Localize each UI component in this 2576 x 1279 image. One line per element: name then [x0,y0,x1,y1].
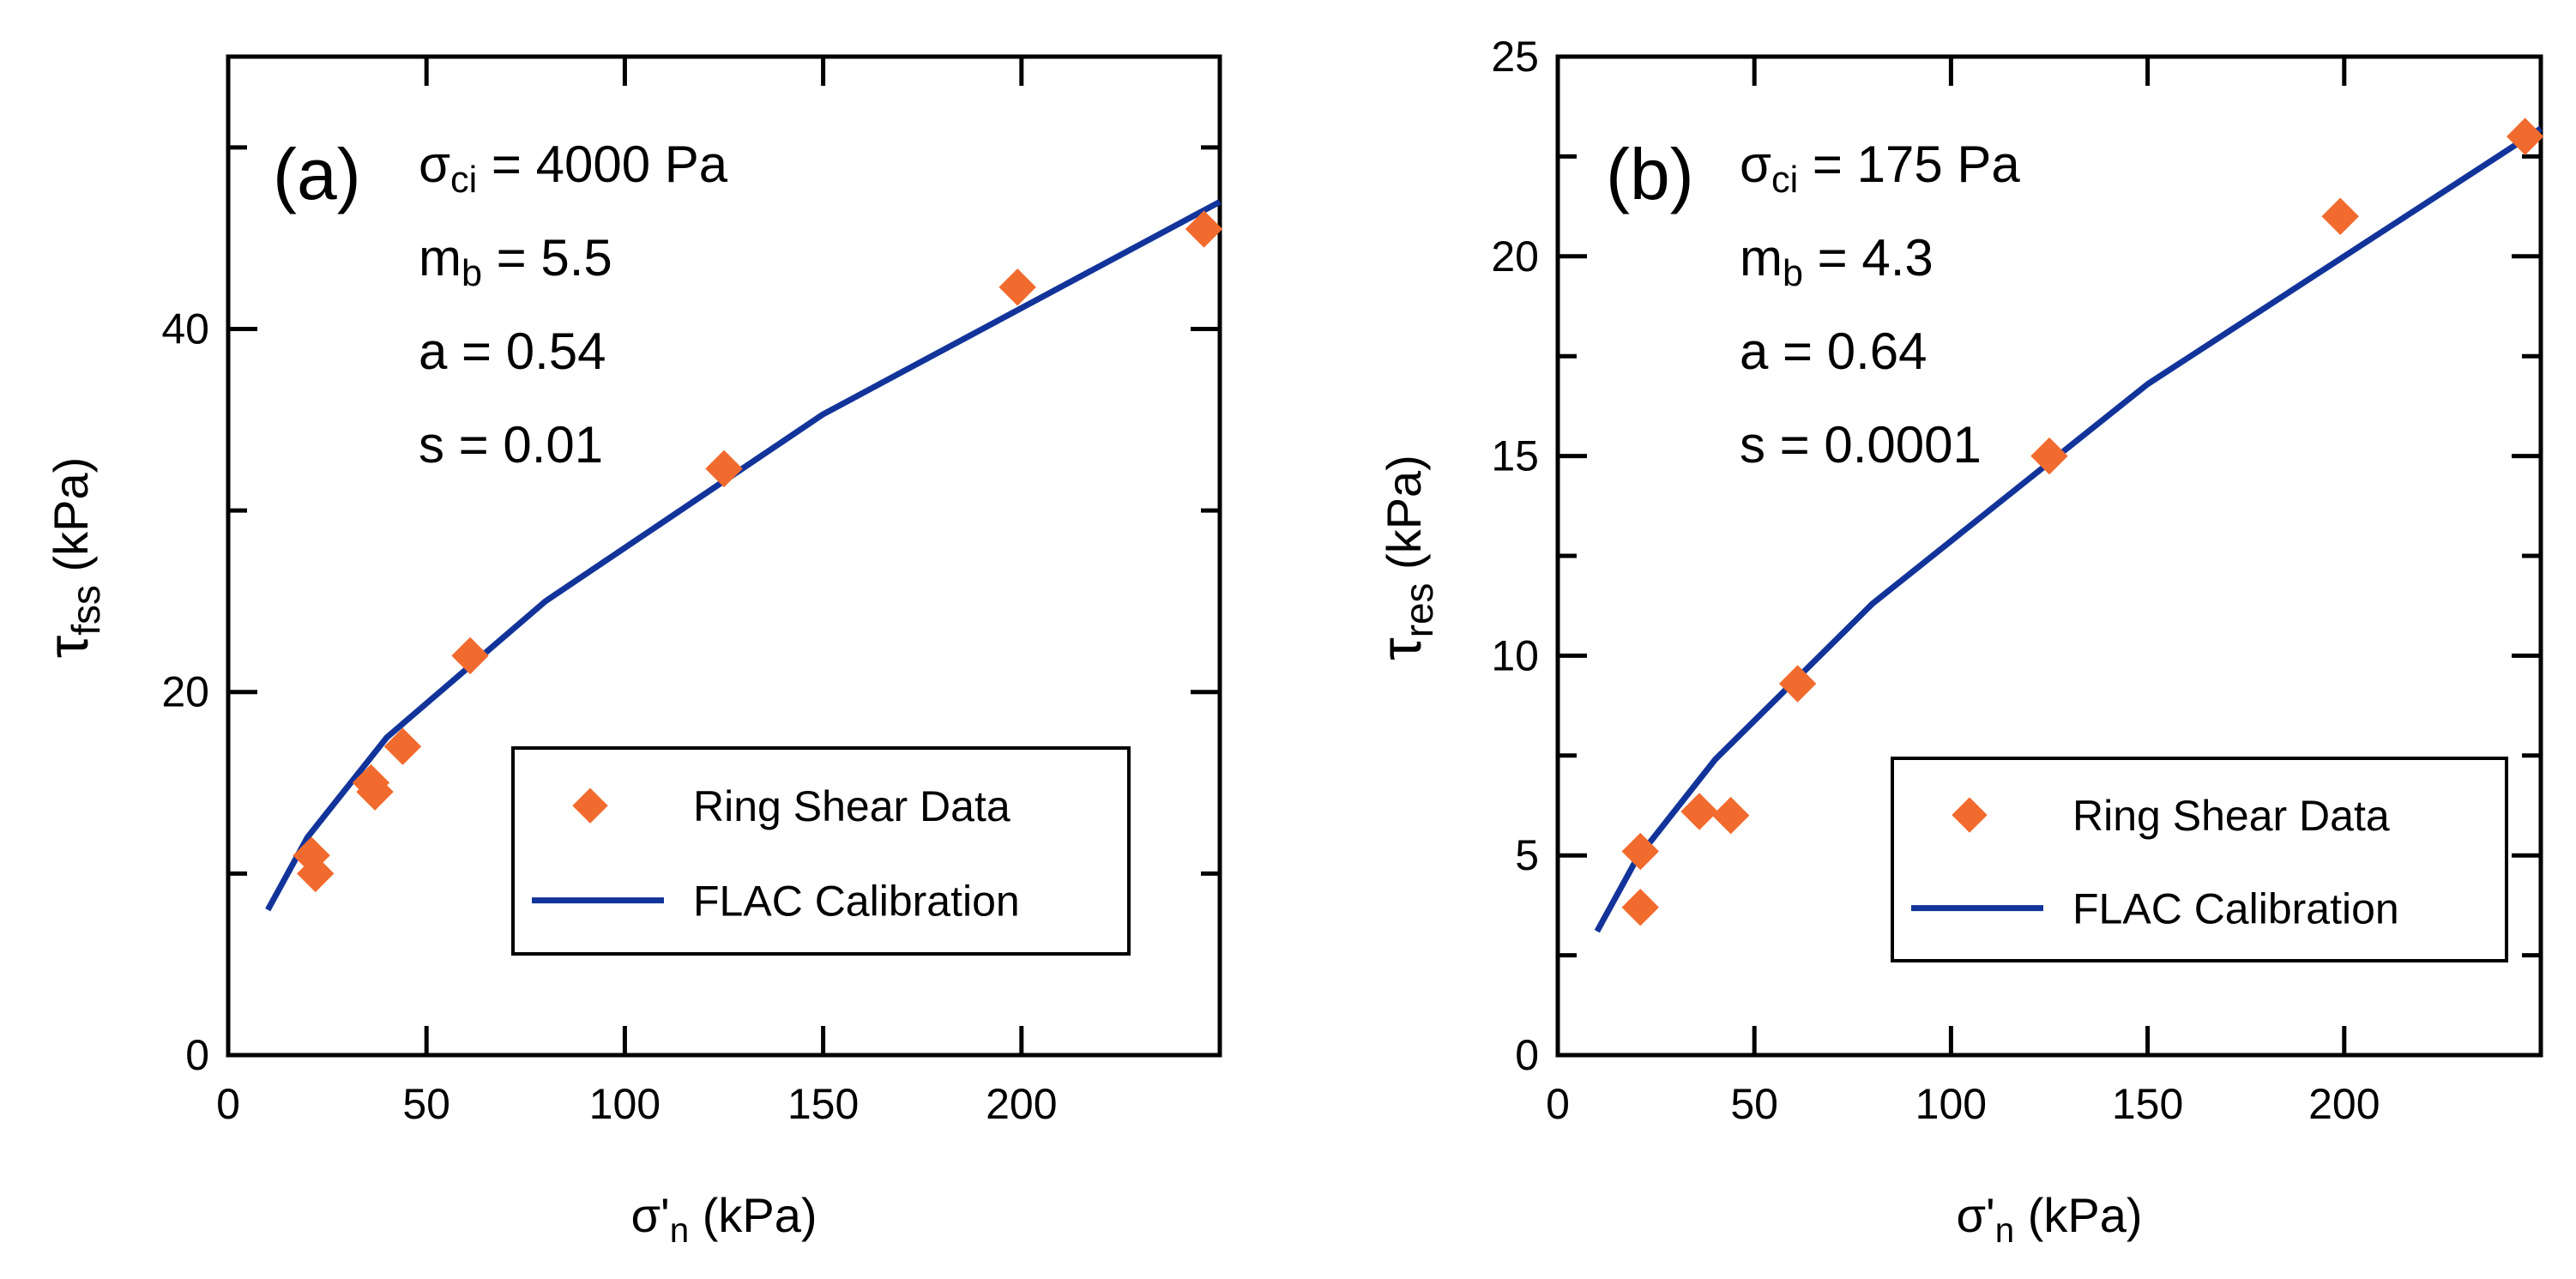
data-point-ring-shear [2321,197,2359,235]
y-tick-label: 10 [1491,631,1539,679]
data-point-ring-shear [1680,793,1718,830]
param-sigma-ci-value: = 175 Pa [1798,136,2020,193]
y-tick-label: 0 [185,1031,209,1079]
x-tick-label: 0 [216,1080,240,1128]
param-m-b-subscript: b [462,253,482,294]
param-a: a = 0.64 [1740,323,1927,380]
data-point-ring-shear [1711,796,1750,835]
panel-label: (a) [273,134,361,214]
data-point-ring-shear [451,636,489,675]
data-point-ring-shear [1185,210,1223,248]
param-sigma-ci-subscript: ci [450,160,477,201]
param-m-b: mb = 5.5 [419,229,612,294]
x-axis-label-symbol: σ' [630,1188,669,1242]
x-axis-label-subscript: n [1995,1210,2014,1250]
x-axis-label-subscript: n [670,1210,689,1250]
x-axis-label-symbol: σ' [1956,1188,1994,1242]
y-tick-label: 25 [1491,33,1539,81]
legend-label-ring-shear: Ring Shear Data [693,782,1010,830]
x-tick-label: 100 [1915,1080,1987,1128]
param-sigma-ci-value: = 4000 Pa [477,136,728,193]
x-tick-label: 50 [402,1080,450,1128]
data-point-ring-shear [705,449,743,488]
legend: Ring Shear Data FLAC Calibration [511,746,1131,956]
data-point-ring-shear [2030,437,2068,475]
legend: Ring Shear Data FLAC Calibration [1891,757,2508,962]
legend-label-flac: FLAC Calibration [2072,885,2399,933]
y-axis-label: τfss (kPa) [36,457,108,659]
x-tick-label: 50 [1730,1080,1778,1128]
x-tick-label: 150 [787,1080,859,1128]
legend-label-ring-shear: Ring Shear Data [2072,792,2390,840]
param-m-b-subscript: b [1783,253,1803,294]
y-tick-label: 20 [1491,232,1539,281]
param-m-b-value: = 5.5 [482,229,612,287]
x-tick-label: 100 [589,1080,661,1128]
param-s: s = 0.01 [419,416,603,474]
legend-label-flac: FLAC Calibration [693,878,1020,926]
param-m-b-value: = 4.3 [1803,229,1934,287]
param-s: s = 0.0001 [1740,416,1982,474]
panel-label: (b) [1606,134,1694,214]
data-point-ring-shear [297,854,335,893]
y-tick-label: 20 [161,668,209,716]
y-tick-label: 40 [161,305,209,353]
plot-frame [226,54,1222,1058]
param-m-b: mb = 4.3 [1740,229,1934,294]
data-point-ring-shear [1621,889,1659,926]
y-axis-label: τres (kPa) [1369,455,1441,661]
x-tick-label: 150 [2112,1080,2183,1128]
x-tick-label: 0 [1546,1080,1570,1128]
data-point-ring-shear [356,773,394,811]
param-m-b-symbol: m [419,229,462,287]
x-axis-label: σ'n (kPa) [630,1188,817,1250]
param-sigma-ci-subscript: ci [1771,160,1798,201]
y-axis-label-unit: (kPa) [1377,455,1431,582]
legend-box [1891,757,2508,962]
data-point-ring-shear [998,268,1036,306]
x-axis-label-unit: (kPa) [689,1188,817,1242]
data-point-ring-shear [1621,832,1659,871]
y-tick-label: 5 [1515,831,1539,879]
legend-marker-ring-shear [1952,797,1988,833]
x-axis-label: σ'n (kPa) [1956,1188,2142,1250]
y-axis-label-subscript: res [1397,583,1441,638]
y-axis-label-unit: (kPa) [44,457,98,585]
y-axis-label-symbol: τ [1369,637,1433,661]
legend-marker-ring-shear [572,787,608,824]
legend-box [511,746,1131,956]
param-a: a = 0.54 [419,323,606,380]
y-tick-label: 15 [1491,432,1539,480]
y-axis-label-symbol: τ [36,636,100,659]
x-tick-label: 200 [986,1080,1057,1128]
param-sigma-ci: σci = 175 Pa [1740,136,2020,201]
param-sigma-ci-symbol: σ [1740,136,1771,193]
param-sigma-ci-symbol: σ [419,136,450,193]
x-axis-label-unit: (kPa) [2014,1188,2142,1242]
param-sigma-ci: σci = 4000 Pa [419,136,728,201]
data-point-ring-shear [383,727,422,765]
param-m-b-symbol: m [1740,229,1783,287]
x-tick-label: 200 [2308,1080,2380,1128]
data-point-ring-shear [1778,665,1817,703]
y-axis-label-subscript: fss [63,585,108,636]
y-tick-label: 0 [1515,1031,1539,1079]
data-point-ring-shear [2506,118,2544,155]
